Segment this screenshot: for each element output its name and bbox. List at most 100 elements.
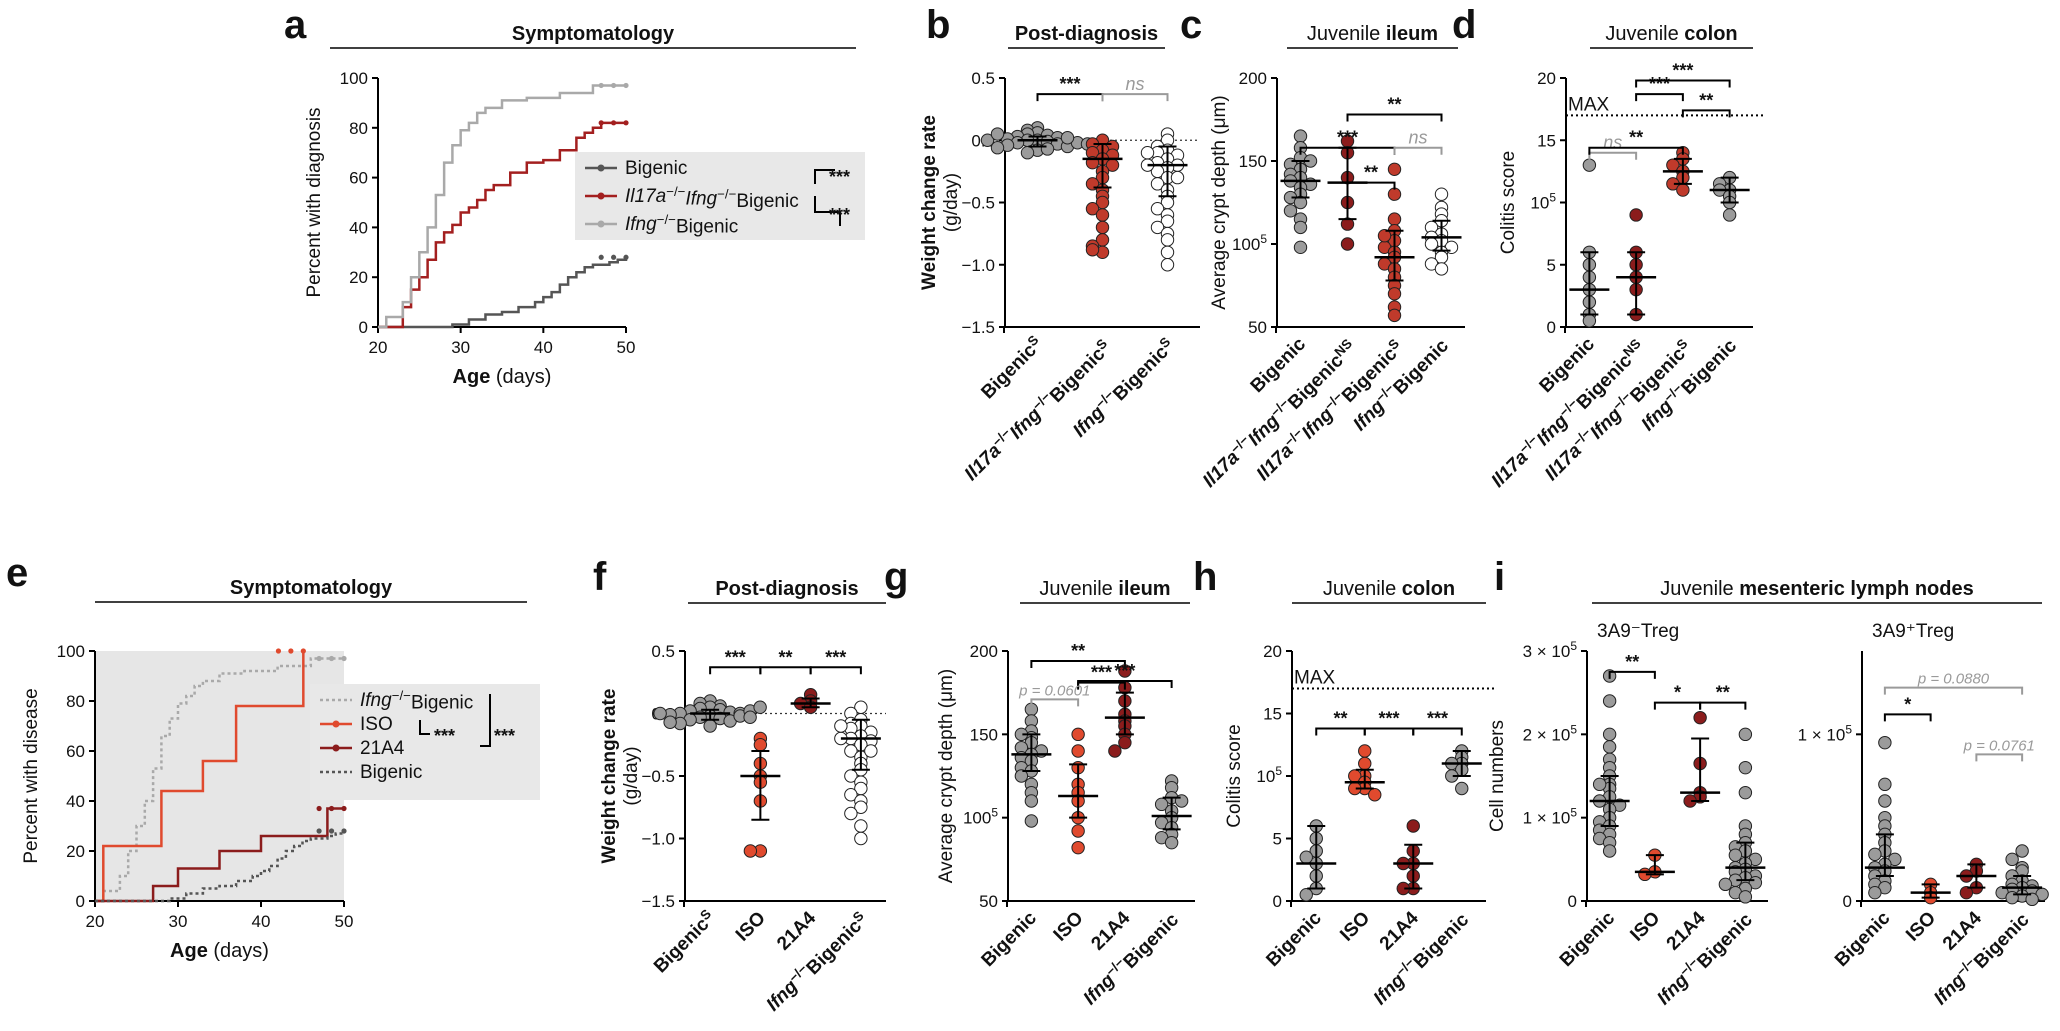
censor-mark [288, 648, 294, 654]
data-point [1358, 756, 1372, 771]
sig-bracket [1346, 181, 1396, 190]
category-label: Ifng−/−​BigenicS​ [1068, 332, 1179, 443]
censor-mark [611, 82, 617, 89]
label-part: Bigenic [1831, 907, 1895, 971]
data-point [653, 706, 667, 721]
label-part: Bigenic [1556, 907, 1620, 971]
x-axis-label-rest: (days) [208, 940, 269, 962]
sig-bracket [1883, 686, 2024, 695]
data-point [1071, 824, 1085, 838]
data-point [854, 819, 868, 833]
label-part: Bigenic [1109, 341, 1173, 405]
panel-label: c [1180, 3, 1202, 47]
data-point [854, 831, 868, 846]
censor-mark [328, 805, 335, 812]
label-part: Bigenic [625, 158, 687, 179]
panel-f: fPost-diagnosis−1.5−1.0−0.50.00.5Weight … [593, 555, 886, 1016]
sig-bracket [1036, 93, 1104, 102]
tick-exponent: 5 [1549, 191, 1556, 205]
data-point [864, 744, 878, 758]
data-point [1024, 814, 1039, 828]
y-tick-label: −1.5 [961, 318, 995, 337]
data-point [1150, 202, 1165, 216]
censor-mark [316, 655, 322, 662]
data-point [1014, 769, 1029, 783]
x-axis-label-bold: Age [170, 940, 208, 962]
sig-label: * [1674, 683, 1681, 703]
data-point [1085, 202, 1100, 216]
sig-label: ** [1387, 95, 1401, 115]
sig-bracket [1101, 93, 1169, 102]
data-point [854, 800, 868, 814]
category-label: 21A4 [1939, 907, 1986, 954]
label-part: Ifng [685, 189, 717, 210]
sig-label: ** [1071, 641, 1085, 661]
label-part: Ifng [625, 214, 657, 235]
censor-mark [316, 828, 322, 834]
sig-bracket [1077, 681, 1126, 690]
data-point [703, 719, 717, 733]
panel-subtitle: 3A9⁻Treg [1597, 621, 1679, 642]
panel-g: g Juvenile ileum 50 1005 150 200 Average crypt… [884, 555, 1195, 1009]
legend-entry: 21A4 [360, 738, 405, 759]
category-label: Bigenic [1262, 907, 1326, 971]
y-tick-label: 1005 [963, 806, 998, 828]
label-part: 21A4 [1087, 907, 1134, 954]
data-point [1424, 237, 1439, 251]
y-tick-label: 3 × 105 [1523, 639, 1578, 661]
censor-mark [341, 805, 347, 812]
data-point [1387, 308, 1402, 323]
sig-bracket [1030, 698, 1080, 707]
data-point [1299, 850, 1313, 864]
data-point [844, 744, 858, 758]
y-axis-label: Average crypt depth (μm) [936, 669, 957, 883]
series-line-3 [95, 831, 346, 903]
censor-mark [623, 82, 629, 89]
tick-exponent: 5 [1570, 639, 1577, 653]
data-point [1387, 162, 1402, 177]
data-point [753, 700, 767, 714]
tick-exponent: 5 [991, 806, 998, 820]
sig-label: p = 0.0880 [1917, 671, 1990, 688]
y-tick-label: 20 [1537, 69, 1556, 88]
y-axis-label: Weight change rate(g/day) [599, 689, 642, 864]
y-tick-label: 200 [970, 642, 998, 661]
data-point [1170, 170, 1185, 185]
data-point [1693, 710, 1707, 725]
censor-mark [611, 254, 617, 260]
sig-label: p = 0.0601 [1018, 682, 1090, 699]
censor-mark [328, 828, 335, 834]
data-point [1140, 146, 1155, 160]
sig-label: ** [1716, 683, 1730, 703]
data-point [1718, 877, 1733, 892]
tick-exponent: 5 [1845, 722, 1852, 736]
sig-label: ** [1333, 709, 1347, 729]
category-label: 21A4 [1087, 907, 1134, 954]
sig-bracket [1883, 713, 1932, 722]
data-point [1629, 208, 1643, 222]
data-point [1377, 229, 1392, 243]
y-tick-label: 0.5 [651, 642, 675, 661]
panel-c: c Juvenile ileum 50 1005 150 200 Average crypt… [1180, 3, 1465, 492]
sig-label: ns [1603, 133, 1622, 153]
label-part: −/− [717, 187, 736, 202]
data-point [1602, 844, 1617, 858]
data-point [1164, 835, 1179, 850]
data-point [844, 769, 858, 783]
data-point [1738, 890, 1753, 904]
label-part: ISO [1050, 908, 1088, 946]
title-part: Juvenile [1323, 578, 1402, 600]
data-point [1722, 208, 1737, 222]
label-part: ISO [360, 714, 393, 735]
data-point [844, 806, 858, 821]
censor-mark [623, 120, 629, 126]
censor-mark [623, 254, 629, 260]
data-point [1455, 781, 1469, 796]
censor-mark [598, 254, 604, 260]
label-part: Bigenic [650, 914, 714, 978]
censor-mark [300, 648, 306, 654]
sig-label: ns [1408, 128, 1427, 148]
